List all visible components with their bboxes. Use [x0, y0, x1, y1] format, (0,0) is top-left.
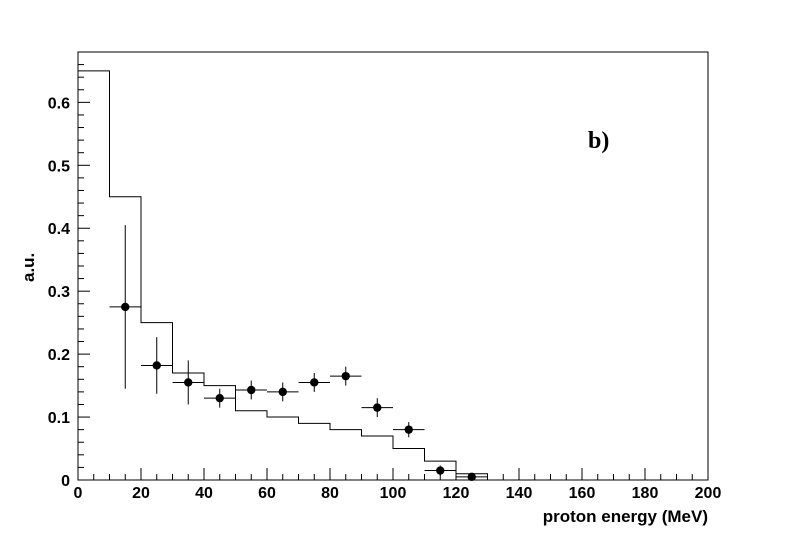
data-point-group [172, 360, 204, 405]
x-tick-label: 180 [632, 485, 659, 502]
data-point [467, 472, 476, 482]
data-point [310, 378, 319, 387]
plot-frame [77, 51, 709, 481]
data-point [215, 393, 224, 403]
histogram-series [77, 70, 488, 480]
data-point-group [330, 366, 362, 386]
x-tick-label: 160 [569, 485, 596, 502]
data-point-group [456, 472, 488, 482]
data-point-group [393, 422, 425, 438]
data-point [278, 387, 287, 397]
data-point-group [361, 398, 393, 418]
data-point [152, 361, 161, 370]
y-tick-label: 0.4 [48, 221, 70, 238]
x-tick-label: 200 [695, 485, 722, 502]
histogram-step-line [77, 70, 488, 480]
data-point [341, 371, 350, 381]
data-point-group [141, 337, 173, 394]
y-tick-label: 0 [61, 473, 70, 490]
data-point [184, 378, 193, 387]
x-tick-label: 140 [506, 485, 533, 502]
y-tick-label: 0.3 [48, 284, 70, 301]
y-tick-label: 0.6 [48, 95, 70, 112]
axis-ticks [77, 51, 709, 481]
plot-area-border [77, 51, 709, 481]
y-tick-label: 0.1 [48, 410, 70, 427]
data-point-group [267, 382, 299, 402]
x-tick-label: 80 [321, 485, 339, 502]
tick-labels: 0 20 40 60 80 100 120 140 160 180 200 0 0.1 0.2 0.3 0.4… [48, 95, 722, 502]
x-tick-label: 20 [132, 485, 150, 502]
y-tick-label: 0.2 [48, 347, 70, 364]
data-point-group [204, 388, 236, 408]
data-point-group [109, 225, 141, 389]
data-point [373, 403, 382, 412]
data-point [404, 425, 413, 434]
x-tick-label: 100 [380, 485, 407, 502]
y-axis-label: a.u. [19, 253, 38, 282]
data-point-group [235, 380, 267, 400]
data-point-group [298, 373, 330, 392]
x-tick-label: 40 [195, 485, 213, 502]
data-point [121, 302, 130, 312]
x-axis-label: proton energy (MeV) [543, 507, 708, 526]
y-tick-label: 0.5 [48, 158, 70, 175]
data-point-group [424, 465, 456, 476]
data-point [436, 466, 445, 475]
x-tick-label: 120 [443, 485, 470, 502]
data-points-series [109, 225, 488, 482]
panel-label: b) [588, 128, 609, 154]
x-tick-label: 0 [74, 485, 83, 502]
x-tick-label: 60 [258, 485, 276, 502]
data-point [247, 385, 256, 395]
